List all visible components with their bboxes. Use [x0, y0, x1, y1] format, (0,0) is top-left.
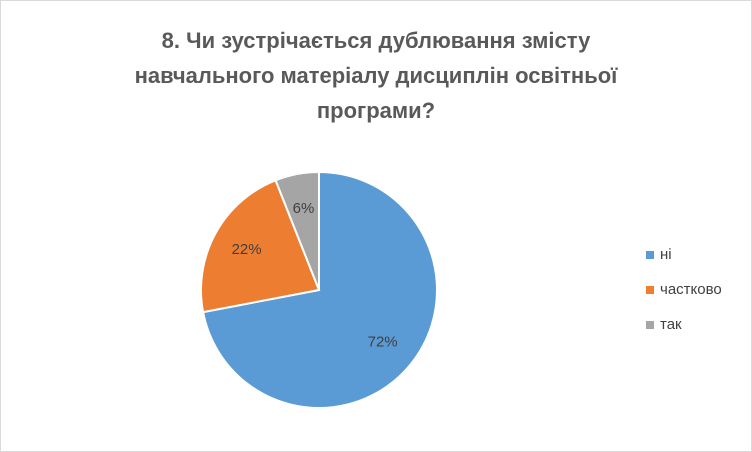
- data-label: 6%: [293, 200, 315, 217]
- chart-title: 8. Чи зустрічається дублювання змісту на…: [134, 28, 618, 123]
- legend-swatch: [646, 286, 654, 294]
- legend-label: так: [660, 316, 682, 333]
- pie-slice: [274, 170, 320, 291]
- data-label: 72%: [368, 334, 398, 351]
- legend-swatch: [646, 321, 654, 329]
- pie-slice: [200, 178, 321, 314]
- legend-label: частково: [660, 281, 722, 298]
- legend-swatch: [646, 251, 654, 259]
- legend-label: ні: [660, 246, 672, 263]
- data-label: 22%: [232, 241, 262, 258]
